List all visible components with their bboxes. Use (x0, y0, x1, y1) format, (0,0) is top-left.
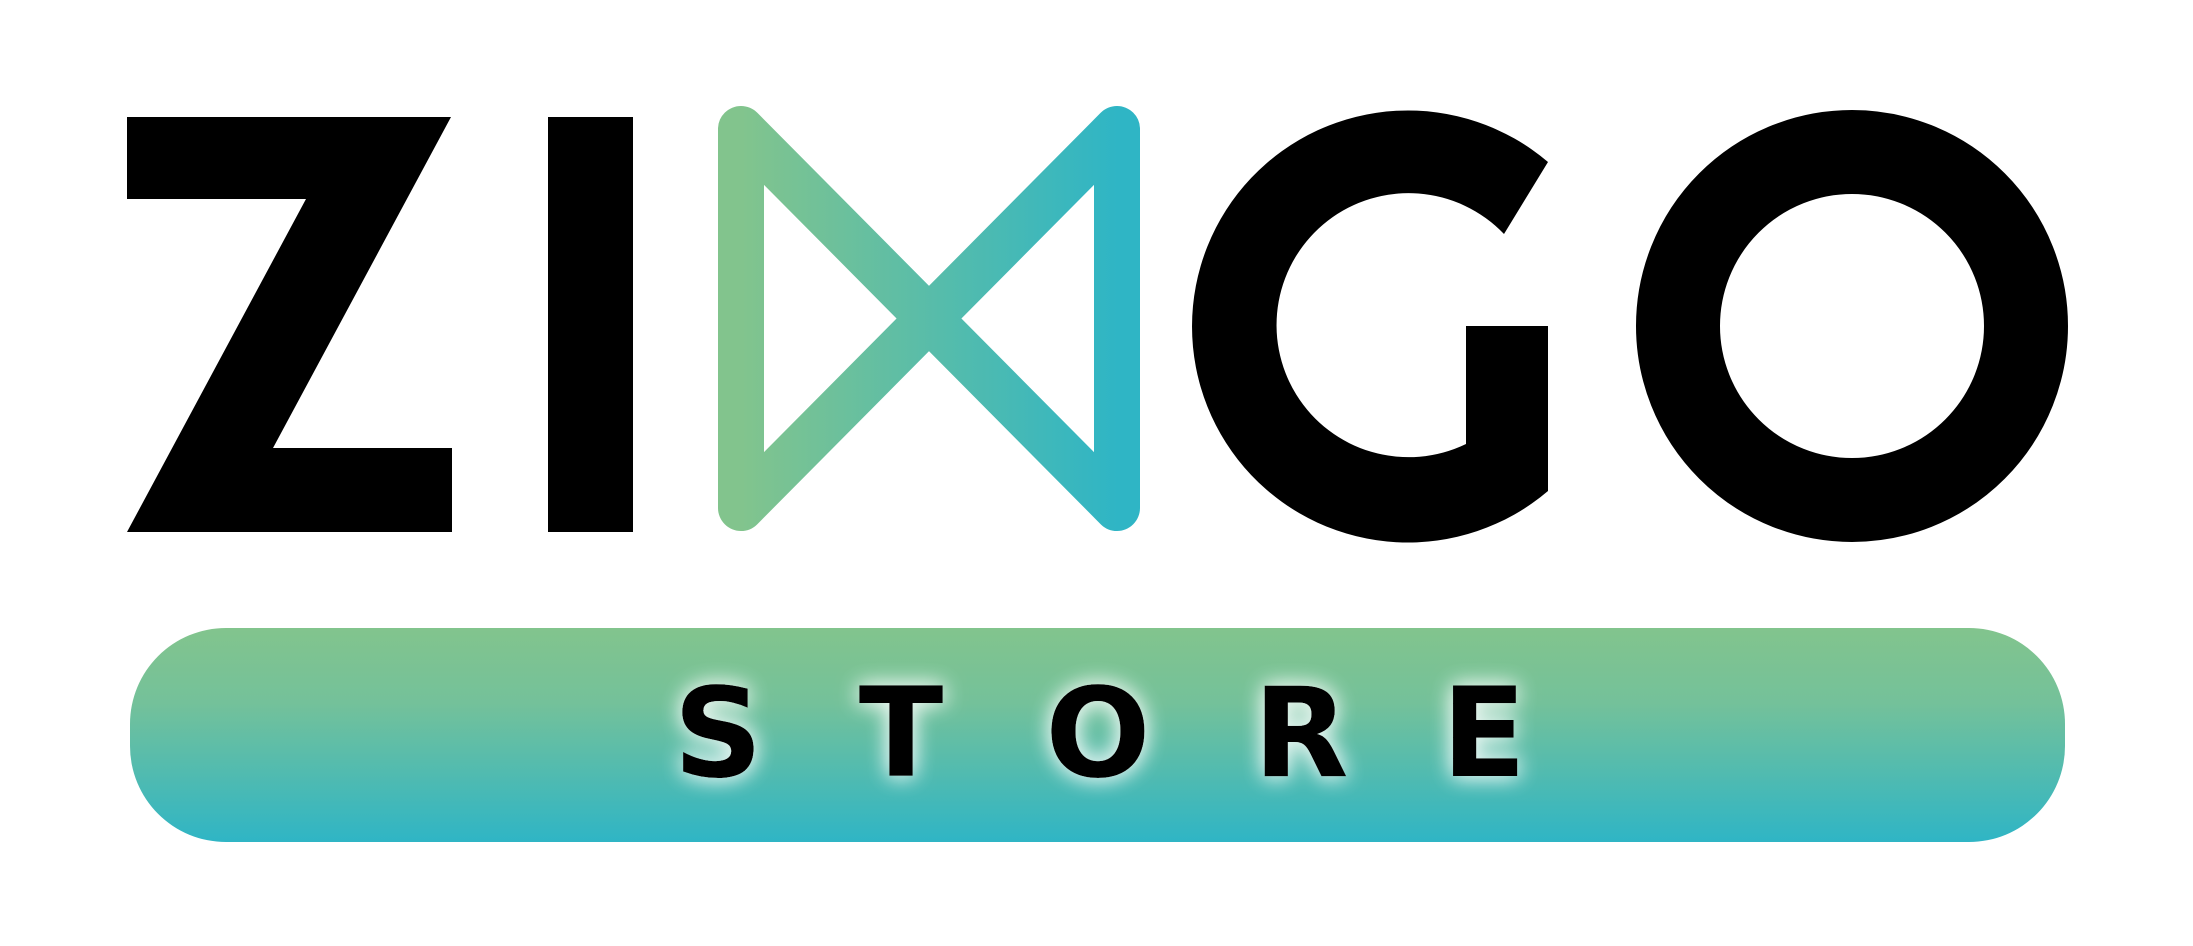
wordmark-letter-o (1636, 110, 2068, 542)
wordmark-letter-i (548, 117, 633, 532)
store-letter-e: E (1442, 662, 1527, 806)
wordmark-letter-n-gradient-mark (718, 106, 1140, 531)
wordmark-letter-g (1192, 110, 1548, 543)
store-letter-s: S (673, 662, 762, 806)
wordmark-letter-z (127, 117, 452, 532)
store-banner (130, 628, 2065, 842)
store-letter-o: O (1045, 662, 1150, 806)
store-letter-t: T (859, 662, 944, 806)
store-letter-r: R (1253, 662, 1348, 806)
